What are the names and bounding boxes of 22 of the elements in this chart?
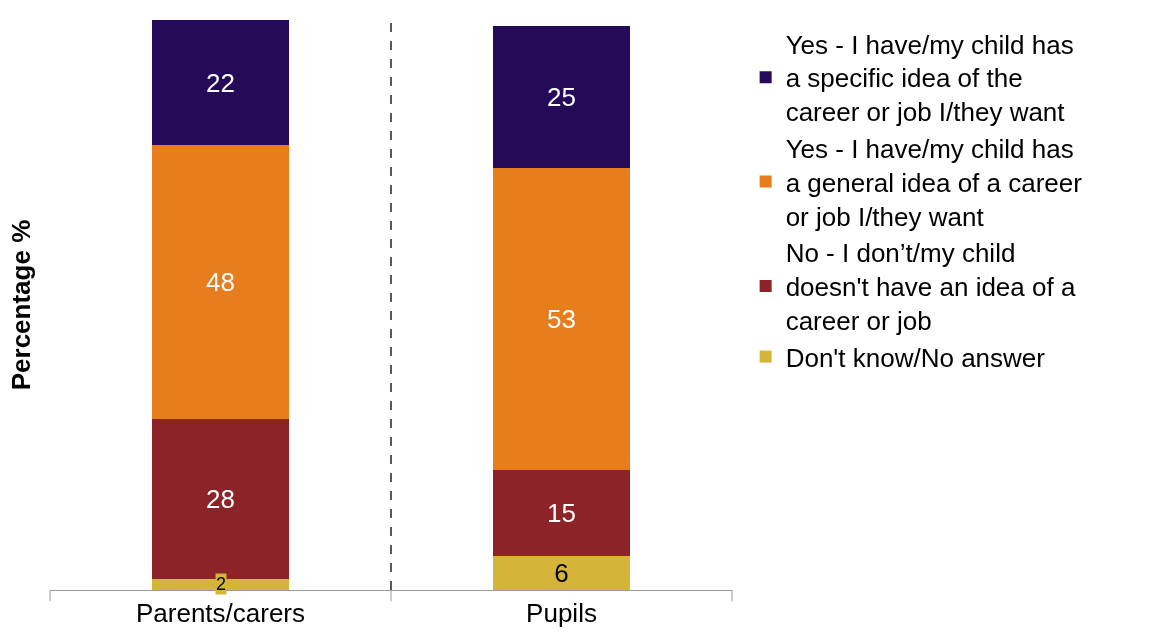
bar — [152, 145, 289, 419]
bar — [493, 25, 630, 169]
data-label: 6 — [554, 557, 569, 588]
legend-label: Don't know/No answer — [785, 342, 1046, 373]
bar — [493, 470, 630, 556]
legend-label: Yes - I have/my child has a specific idea of the career or job I/they want — [785, 29, 1074, 128]
legend-label: No - I don’t/my child doesn't have an idea of a career or job — [785, 238, 1076, 336]
data-label: 25 — [547, 81, 576, 112]
data-label: 22 — [206, 67, 235, 98]
x-tick-label: Pupils — [526, 598, 597, 629]
bar — [152, 419, 289, 579]
bar — [152, 20, 289, 146]
bar — [493, 555, 630, 590]
data-label: 28 — [206, 483, 235, 514]
data-label: 15 — [547, 498, 576, 529]
data-label: 48 — [206, 267, 235, 298]
data-label: 53 — [547, 304, 576, 335]
x-tick-label: Parents/carers — [135, 598, 306, 629]
bar — [493, 168, 630, 471]
legend-label: Yes - I have/my child has a general idea of a career or job I/they want — [785, 133, 1083, 232]
data-label: 2 — [216, 574, 227, 594]
y-axis-title: Percentage % — [6, 219, 37, 391]
